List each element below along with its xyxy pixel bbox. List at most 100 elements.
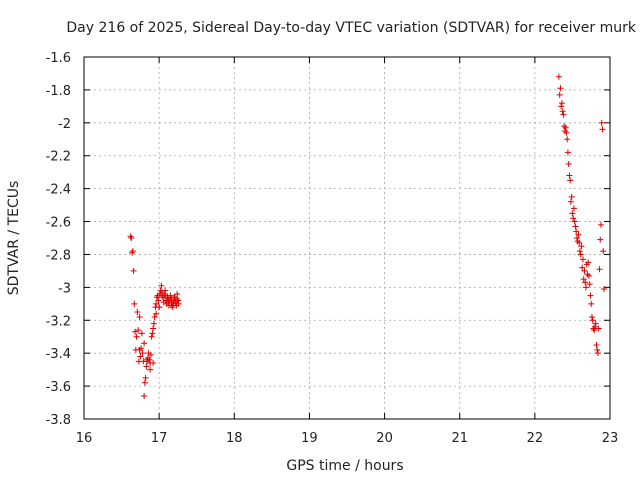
data-point (576, 248, 583, 255)
y-tick-label: -3 (58, 281, 71, 296)
data-point (135, 327, 142, 334)
data-point (559, 108, 566, 115)
data-point (151, 313, 158, 320)
data-point (136, 313, 143, 320)
data-point (598, 119, 605, 126)
data-point (132, 328, 139, 335)
data-point (153, 310, 160, 317)
x-tick-label: 23 (602, 431, 619, 446)
data-point (138, 330, 145, 337)
y-tick-label: -3.4 (46, 347, 71, 362)
data-point (174, 290, 181, 297)
data-point (571, 218, 578, 225)
data-point (558, 100, 565, 107)
data-point (560, 111, 567, 118)
data-point (570, 205, 577, 212)
x-axis-label: GPS time / hours (286, 458, 403, 474)
data-point (568, 193, 575, 200)
plot-frame (83, 56, 611, 420)
y-tick-label: -2.6 (46, 216, 71, 231)
data-point (168, 302, 175, 309)
data-point (578, 243, 585, 250)
data-point (564, 149, 571, 156)
x-tick-label: 16 (76, 431, 93, 446)
data-point (171, 294, 178, 301)
data-point (567, 198, 574, 205)
data-point (576, 239, 583, 246)
chart-title: Day 216 of 2025, Sidereal Day-to-day VTE… (66, 20, 636, 36)
data-point (141, 392, 148, 399)
data-point (139, 350, 146, 357)
y-tick-label: -2.4 (46, 183, 71, 198)
data-point (580, 276, 587, 283)
data-point (557, 85, 564, 92)
data-point (572, 223, 579, 230)
data-point (592, 320, 599, 327)
data-point (577, 251, 584, 258)
data-point (141, 340, 148, 347)
data-point (569, 210, 576, 217)
y-axis-label: SDTVAR / TECUs (6, 181, 22, 296)
data-point (168, 295, 175, 302)
x-tick-label: 18 (226, 431, 243, 446)
x-tick-labels: 16 17 18 19 20 21 22 23 (76, 431, 619, 446)
data-point (174, 297, 181, 304)
data-point (599, 126, 606, 133)
data-point (593, 341, 600, 348)
y-tick-label: -3.2 (46, 314, 71, 329)
data-point (597, 221, 604, 228)
data-point (133, 333, 140, 340)
data-point (588, 313, 595, 320)
data-point (147, 366, 154, 373)
data-point (591, 327, 598, 334)
x-tick-label: 22 (527, 431, 544, 446)
data-points (127, 73, 607, 399)
data-point (142, 374, 149, 381)
data-point (556, 91, 563, 98)
data-point (162, 287, 169, 294)
data-point (175, 300, 182, 307)
y-tick-label: -2.2 (46, 150, 71, 165)
data-point (573, 235, 580, 241)
data-point (591, 323, 598, 330)
data-point (137, 353, 144, 360)
y-tick-labels: -1.6 -1.8 -2 -2.2 -2.4 -2.6 -2.8 -3 -3.2 -3.4 -3.6… (46, 51, 71, 428)
data-point (594, 350, 601, 357)
y-tick-label: -2 (58, 117, 71, 132)
data-point (582, 284, 589, 291)
data-point (565, 160, 572, 167)
data-point (128, 235, 135, 241)
data-point (562, 124, 569, 131)
data-point (588, 300, 595, 307)
data-point (579, 264, 586, 271)
x-tick-label: 20 (376, 431, 393, 446)
data-point (558, 103, 565, 110)
data-point (564, 136, 571, 143)
x-tick-label: 21 (451, 431, 468, 446)
data-point (141, 379, 148, 386)
y-tick-label: -3.6 (46, 380, 71, 395)
data-point (148, 333, 155, 340)
y-tick-label: -2.8 (46, 248, 71, 263)
data-point (130, 267, 137, 274)
data-point (158, 282, 165, 289)
data-point (153, 300, 160, 307)
data-point (150, 360, 157, 367)
data-point (585, 272, 592, 279)
data-point (138, 345, 145, 352)
data-point (155, 297, 162, 304)
data-point (143, 363, 150, 370)
data-point (597, 236, 604, 243)
data-point (596, 266, 603, 273)
axis-ticks (83, 56, 611, 420)
data-point (585, 259, 592, 266)
y-tick-label: -3.8 (46, 413, 71, 428)
y-tick-label: -1.8 (46, 84, 71, 99)
data-point (150, 325, 157, 332)
data-point (579, 256, 586, 263)
data-point (129, 248, 136, 255)
data-point (156, 304, 163, 311)
data-point (589, 317, 596, 324)
data-point (587, 292, 594, 299)
x-tick-label: 19 (301, 431, 318, 446)
